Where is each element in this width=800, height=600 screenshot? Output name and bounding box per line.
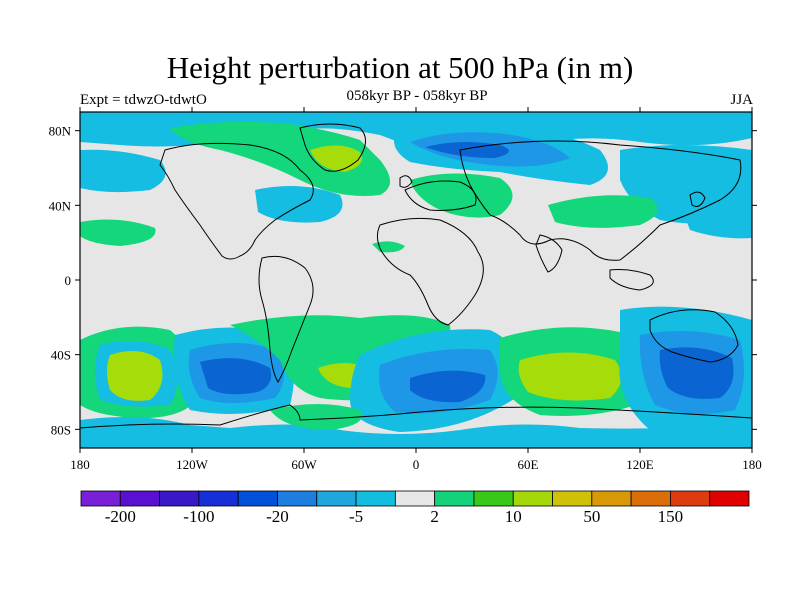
coast-india [535, 234, 563, 273]
coast-south-america [258, 255, 314, 383]
colorbar-swatch [591, 490, 632, 507]
coast-uk [399, 175, 413, 188]
lon-tick-label: 120W [176, 457, 209, 472]
colorbar-swatch [277, 490, 318, 507]
colorbar-swatch [670, 490, 711, 507]
colorbar-swatch [630, 490, 671, 507]
colorbar-swatch [552, 490, 593, 507]
map-title: Height perturbation at 500 hPa (in m) [166, 50, 634, 85]
coast-greenland [299, 123, 366, 172]
lon-tick-label: 60E [518, 457, 539, 472]
contour-fields [80, 112, 752, 448]
experiment-label: Expt = tdwzO-tdwtO [80, 92, 207, 108]
lon-tick-label: 120E [626, 457, 654, 472]
contour-darkblue-tasman [659, 347, 734, 399]
lon-tick-label: 180 [742, 457, 762, 472]
contour-lime-indian [518, 352, 622, 401]
colorbar-labels: -200 -100 -20 -5 2 10 50 150 [105, 507, 683, 526]
colorbar [80, 490, 750, 507]
contour-lime-south-pacific [107, 351, 163, 401]
contour-lime-arctic [310, 145, 363, 172]
colorbar-swatch [394, 490, 436, 507]
season-label: JJA [730, 92, 753, 108]
coast-maritime-asia [609, 269, 654, 291]
lon-tick-label: 180 [70, 457, 90, 472]
colorbar-swatch [709, 490, 750, 507]
colorbar-label: 50 [583, 507, 600, 526]
colorbar-swatch [119, 490, 160, 507]
contour-green-tropical-pacific [80, 219, 156, 246]
colorbar-swatch [159, 490, 200, 507]
lat-tick-label: 0 [65, 273, 72, 288]
coast-antarctica [80, 404, 752, 429]
lon-tick-label: 60W [291, 457, 317, 472]
contour-green-antarctic [270, 404, 362, 430]
contour-green-eurasia [410, 173, 513, 218]
lat-tick-label: 40S [51, 348, 71, 363]
colorbar-label: 150 [658, 507, 684, 526]
contour-blue-north-pacific-w [80, 149, 166, 193]
period-label: 058kyr BP - 058kyr BP [346, 88, 488, 104]
colorbar-swatch [355, 490, 396, 507]
colorbar-swatch [434, 490, 475, 507]
colorbar-swatch [80, 490, 121, 507]
colorbar-label: -20 [266, 507, 289, 526]
colorbar-swatch [473, 490, 514, 507]
lat-tick-label: 40N [49, 198, 72, 213]
contour-blue-north-atlantic [255, 186, 343, 223]
lon-tick-label: 0 [413, 457, 420, 472]
colorbar-swatch [198, 490, 239, 507]
coast-north-america [159, 142, 314, 260]
colorbar-swatch [237, 490, 278, 507]
longitude-axis: 180 120W 60W 0 60E 120E 180 [70, 107, 762, 472]
contour-darkblue-indian-west [410, 370, 486, 403]
contour-green-arctic [170, 121, 390, 196]
colorbar-label: 10 [505, 507, 522, 526]
coast-australia [649, 309, 739, 363]
lat-tick-label: 80S [51, 422, 71, 437]
lat-tick-label: 80N [49, 124, 72, 139]
coast-asia [459, 140, 742, 261]
colorbar-label: 2 [430, 507, 439, 526]
contour-blue-antarctic [80, 416, 752, 448]
coast-africa [376, 217, 484, 326]
coast-europe [404, 180, 477, 211]
colorbar-swatch [512, 490, 553, 507]
colorbar-swatch [316, 490, 357, 507]
latitude-axis: 80N 40N 0 40S 80S [49, 124, 757, 437]
coastlines [80, 123, 752, 429]
colorbar-label: -5 [349, 507, 363, 526]
colorbar-label: -100 [183, 507, 214, 526]
contour-green-asia [548, 195, 658, 228]
coast-japan [689, 191, 706, 207]
colorbar-label: -200 [105, 507, 136, 526]
contour-darkblue-amundsen [200, 358, 272, 395]
